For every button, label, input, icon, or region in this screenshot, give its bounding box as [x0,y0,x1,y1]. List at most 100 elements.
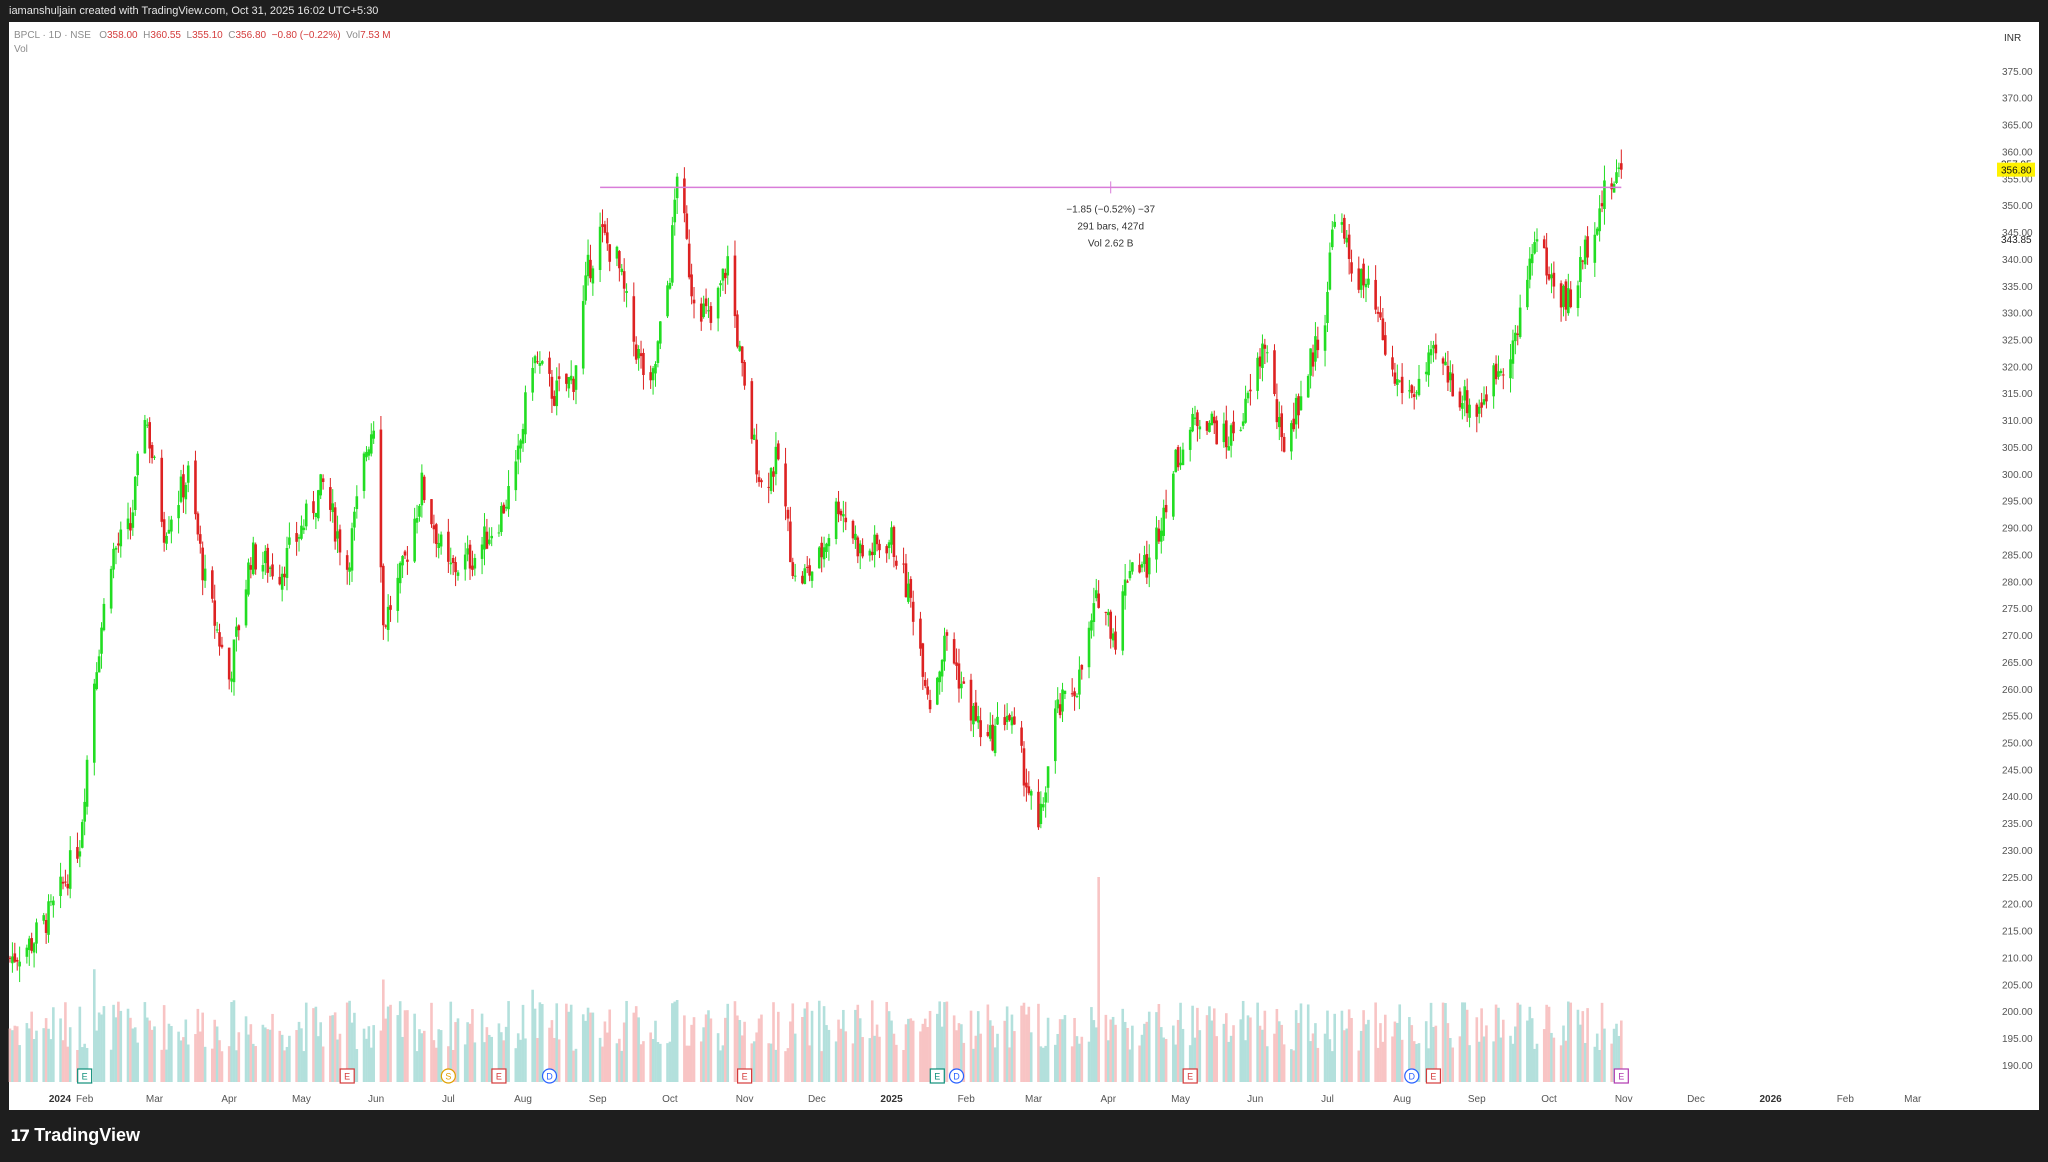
candle-body [724,272,727,279]
volume-bar [365,1038,368,1082]
x-tick-label: Aug [1393,1094,1411,1105]
candle-body [1501,374,1505,376]
candle-body [1029,791,1033,796]
candle-body [1424,371,1428,375]
volume-bar [902,1049,905,1082]
candle-body [52,900,55,906]
volume-bar [1564,1040,1568,1082]
volume-bar [1509,1035,1512,1082]
volume-bar [76,1049,79,1082]
candle-body [784,463,787,507]
volume-bar [1097,877,1100,1082]
volume-bar [1090,1007,1093,1082]
volume-bar [485,1027,489,1082]
candle-body [972,705,975,725]
volume-bar [1533,1048,1536,1082]
candle-body [213,600,217,626]
candle-body [1381,318,1385,341]
symbol-legend[interactable]: BPCL · 1D · NSE O358.00 H360.55 L355.10 … [14,30,391,41]
x-tick-label: Dec [808,1094,826,1105]
volume-bar [227,1046,231,1082]
volume-bar [1188,1045,1192,1082]
candle-body [825,543,828,552]
earnings-event-marker [1613,1068,1629,1084]
candle-body [622,271,626,289]
candle-body [1143,555,1146,565]
volume-bar [1600,1002,1604,1082]
volume-bar [1417,1043,1421,1082]
volume-bar [382,979,385,1082]
volume-bar [820,1051,823,1082]
x-tick-label: Apr [1101,1094,1117,1105]
y-tick-label: 225.00 [2002,873,2033,884]
candle-body [1080,664,1084,670]
volume-bar [904,1024,908,1082]
candle-body [49,901,53,903]
volume-bar [1263,1010,1267,1082]
volume-bar [150,1029,154,1082]
volume-bar [44,1018,48,1082]
volume-bar [565,1003,568,1082]
volume-bar [66,1046,70,1082]
volume-bar [288,1035,291,1082]
volume-bar [940,1026,944,1082]
volume-bar [805,1002,809,1082]
volume-bar [1147,1011,1151,1082]
candle-body [401,555,404,566]
candle-body [1159,530,1163,542]
volume-bar [569,1004,573,1082]
volume-bar [1326,1010,1329,1082]
candle-body [1492,365,1495,397]
volume-bar [719,1050,722,1082]
candle-body [403,551,407,556]
volume-bar [955,1030,958,1082]
candle-body [608,244,612,262]
volume-bar [1292,1050,1296,1082]
volume-bar [1595,1033,1599,1082]
volume-bar [1612,1028,1616,1082]
candle-body [345,555,349,570]
y-tick-label: 280.00 [2002,577,2033,588]
candle-body [726,256,730,276]
candle-body [1225,420,1228,448]
volume-bar [536,1038,539,1082]
volume-bar [162,1005,166,1082]
volume-bar [304,1002,308,1082]
volume-bar [923,1018,927,1082]
candle-body [1106,612,1110,616]
candle-body [278,576,282,585]
y-tick-label: 325.00 [2002,336,2033,347]
candle-body [878,543,881,551]
volume-bar [620,1050,624,1082]
candle-body [497,532,501,534]
volume-bar [618,1038,621,1082]
candle-body [466,548,469,555]
candle-body [1511,340,1515,364]
y-tick-label: 335.00 [2002,282,2033,293]
x-tick-label: Mar [146,1094,164,1105]
symbol-label[interactable]: BPCL · 1D · NSE [14,30,91,41]
volume-bar [1328,1039,1332,1082]
candle-body [514,461,518,491]
volume-bar [278,1030,282,1082]
earnings-event-marker [1425,1068,1442,1084]
candle-body [1314,336,1317,362]
volume-bar [1314,1023,1317,1082]
volume-bar [435,1047,438,1082]
candle-body [264,550,267,564]
volume-bar [1145,1021,1149,1082]
tradingview-logo[interactable]: 17 TradingView [10,1125,140,1146]
volume-bar [136,1042,139,1082]
volume-bar [235,1050,238,1082]
candle-body [516,445,520,460]
volume-legend[interactable]: Vol [14,44,28,55]
candle-body [1179,462,1182,466]
volume-bar [519,1039,522,1082]
candle-body [117,543,120,546]
candle-body [572,378,575,392]
volume-bar [1164,1038,1168,1082]
currency-label[interactable]: INR [2004,33,2022,44]
candle-body [1444,361,1447,366]
volume-bar [1020,1005,1023,1082]
